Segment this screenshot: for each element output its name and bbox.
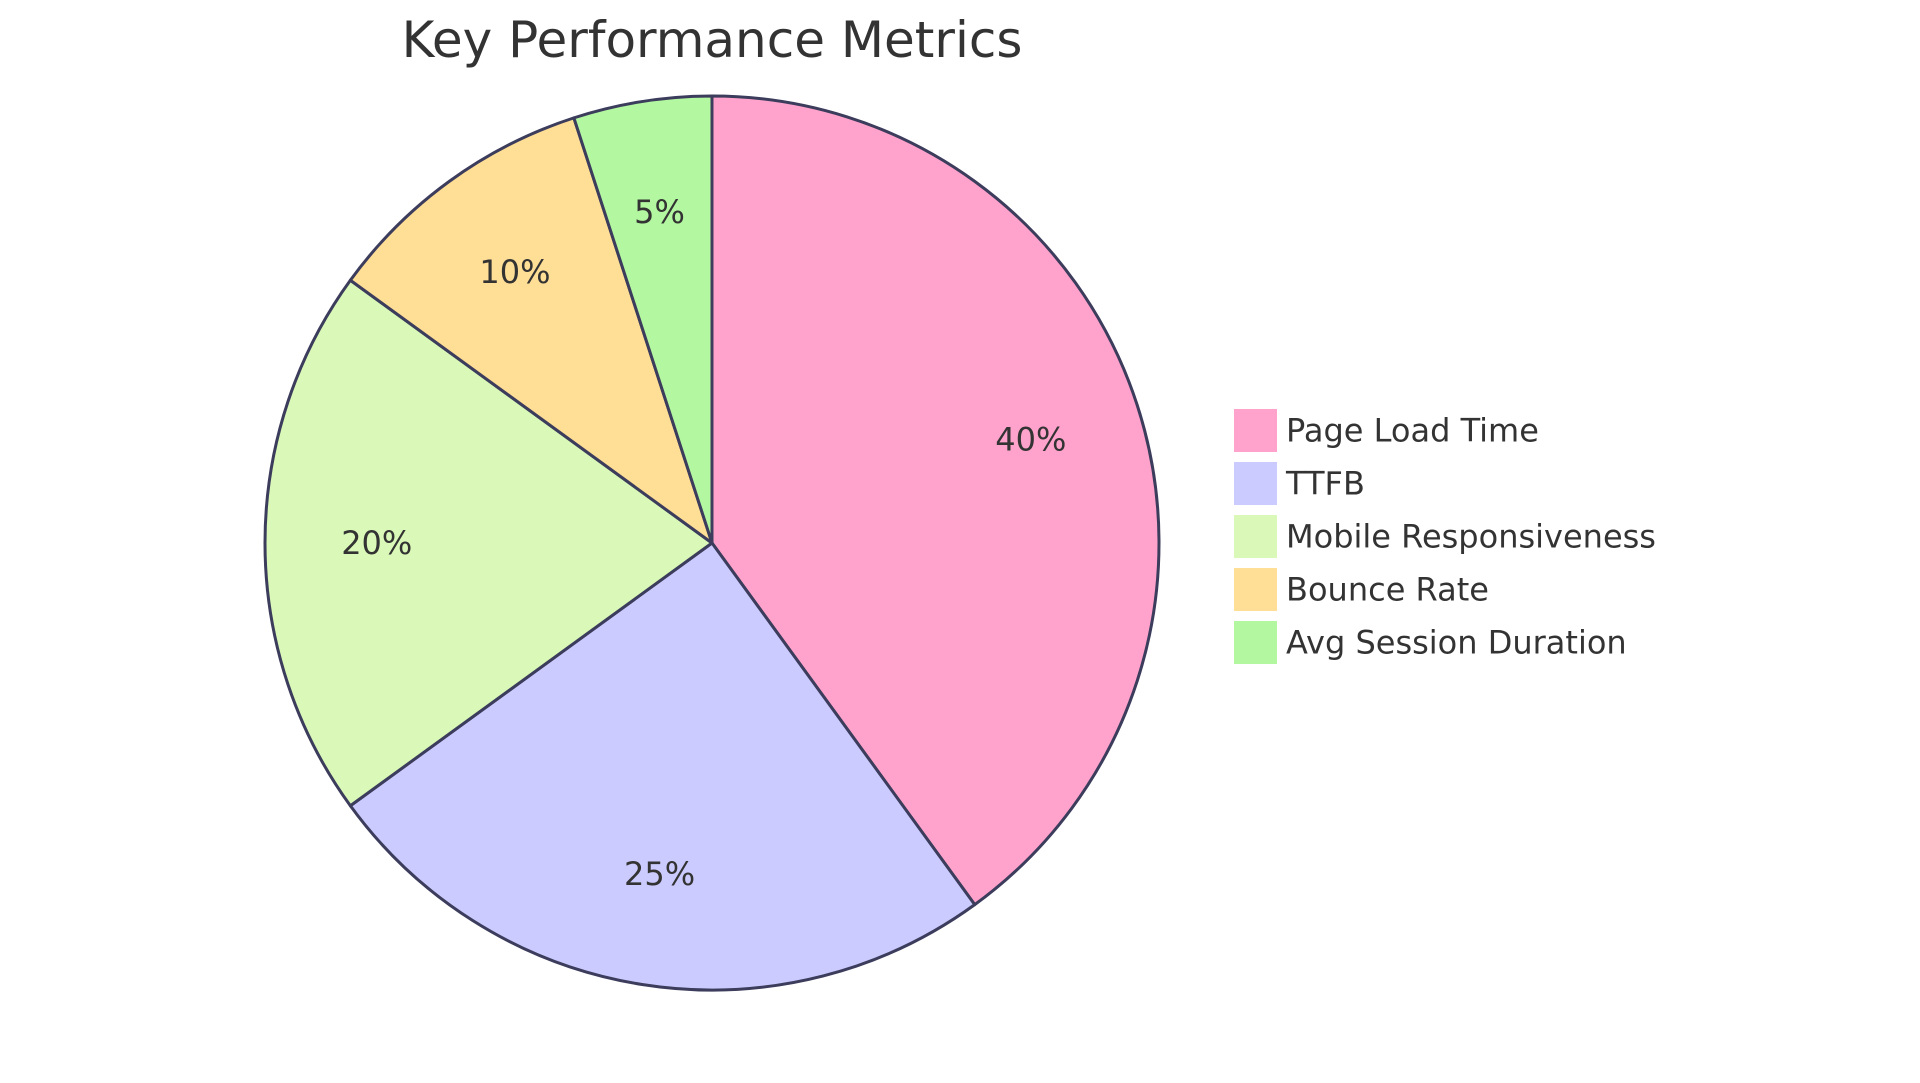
pie-slice-label-ttfb: 25% — [624, 855, 695, 893]
pie-slice-label-avg-session-duration: 5% — [634, 193, 685, 231]
legend-swatch-avg-session-duration — [1232, 619, 1279, 666]
pie-slice-label-bounce-rate: 10% — [479, 253, 550, 291]
legend-label-avg-session-duration: Avg Session Duration — [1286, 624, 1627, 662]
chart-legend: Page Load Time TTFB Mobile Responsiveness B… — [1232, 407, 1656, 666]
legend-label-ttfb: TTFB — [1285, 465, 1365, 503]
chart-title: Key Performance Metrics — [402, 11, 1023, 69]
legend-label-bounce-rate: Bounce Rate — [1286, 571, 1489, 609]
pie-slice-ttfb — [348, 541, 977, 992]
legend-swatch-bounce-rate — [1232, 566, 1279, 613]
pie-slice-labels: 40% 25% 20% 10% 5% — [341, 193, 1066, 893]
legend-label-page-load-time: Page Load Time — [1286, 412, 1539, 450]
pie-slice-bounce-rate — [348, 116, 714, 545]
pie-slices — [263, 94, 1161, 992]
pie-slice-label-mobile-responsiveness: 20% — [341, 524, 412, 562]
legend-swatch-mobile-responsiveness — [1232, 513, 1279, 560]
pie-slice-avg-session-duration — [572, 94, 714, 545]
legend-swatch-page-load-time — [1232, 407, 1279, 454]
pie-slice-mobile-responsiveness — [263, 278, 714, 808]
legend-label-mobile-responsiveness: Mobile Responsiveness — [1286, 518, 1656, 556]
pie-slice-page-load-time — [710, 94, 1161, 907]
pie-slice-label-page-load-time: 40% — [995, 420, 1066, 458]
legend-swatch-ttfb — [1232, 460, 1279, 507]
